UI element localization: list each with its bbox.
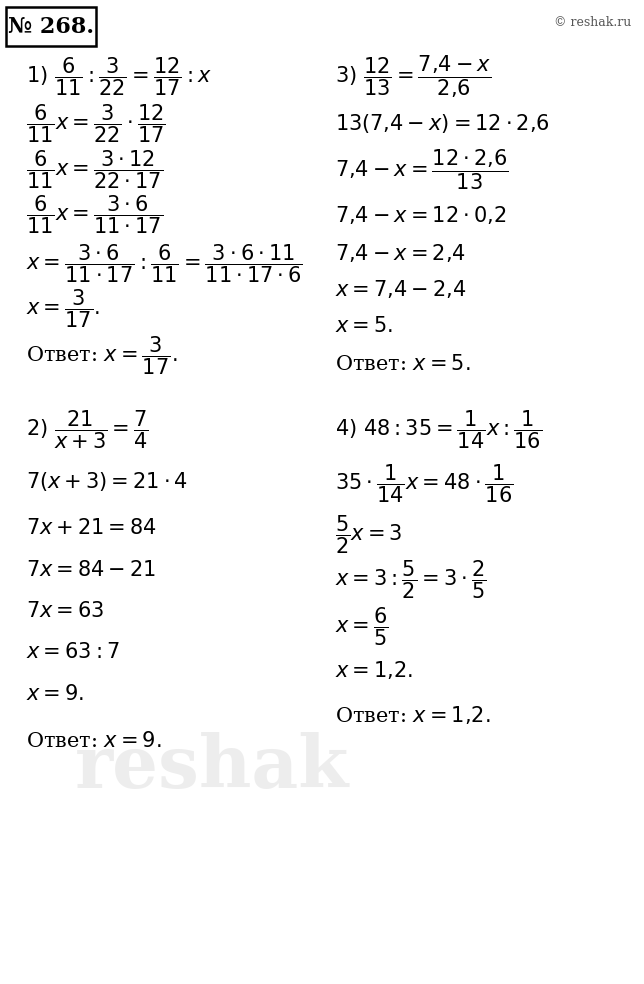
Text: 2) $\dfrac{21}{x + 3} = \dfrac{7}{4}$: 2) $\dfrac{21}{x + 3} = \dfrac{7}{4}$ [26, 408, 149, 452]
Text: $x = 7{,}4 - 2{,}4$: $x = 7{,}4 - 2{,}4$ [335, 278, 466, 300]
Text: $x = 9.$: $x = 9.$ [26, 684, 84, 704]
Text: Ответ: $x = \dfrac{3}{17}.$: Ответ: $x = \dfrac{3}{17}.$ [26, 335, 177, 378]
Text: $7x = 63$: $7x = 63$ [26, 601, 104, 621]
Text: $x = \dfrac{6}{5}$: $x = \dfrac{6}{5}$ [335, 605, 389, 648]
Text: © reshak.ru: © reshak.ru [554, 16, 631, 30]
FancyBboxPatch shape [6, 7, 96, 46]
Text: $7(x + 3) = 21 \cdot 4$: $7(x + 3) = 21 \cdot 4$ [26, 469, 187, 493]
Text: $35 \cdot \dfrac{1}{14}x = 48 \cdot \dfrac{1}{16}$: $35 \cdot \dfrac{1}{14}x = 48 \cdot \dfr… [335, 462, 513, 506]
Text: 4) $48 : 35 = \dfrac{1}{14}x : \dfrac{1}{16}$: 4) $48 : 35 = \dfrac{1}{14}x : \dfrac{1}… [335, 408, 542, 452]
Text: $x = 63 : 7$: $x = 63 : 7$ [26, 643, 120, 662]
Text: $7{,}4 - x = 12 \cdot 0{,}2$: $7{,}4 - x = 12 \cdot 0{,}2$ [335, 204, 506, 225]
Text: № 268.: № 268. [8, 16, 94, 37]
Text: Ответ: $x = 1{,}2.$: Ответ: $x = 1{,}2.$ [335, 705, 491, 726]
Text: $x = 5.$: $x = 5.$ [335, 316, 393, 336]
Text: $\dfrac{6}{11}x = \dfrac{3 \cdot 6}{11 \cdot 17}$: $\dfrac{6}{11}x = \dfrac{3 \cdot 6}{11 \… [26, 193, 163, 236]
Text: reshak: reshak [75, 732, 350, 803]
Text: $7x + 21 = 84$: $7x + 21 = 84$ [26, 519, 156, 538]
Text: $x = 1{,}2.$: $x = 1{,}2.$ [335, 659, 413, 681]
Text: $x = 3 : \dfrac{5}{2} = 3 \cdot \dfrac{2}{5}$: $x = 3 : \dfrac{5}{2} = 3 \cdot \dfrac{2… [335, 558, 487, 601]
Text: $\dfrac{6}{11}x = \dfrac{3}{22} \cdot \dfrac{12}{17}$: $\dfrac{6}{11}x = \dfrac{3}{22} \cdot \d… [26, 102, 166, 146]
Text: 3) $\dfrac{12}{13} = \dfrac{7{,}4 - x}{2{,}6}$: 3) $\dfrac{12}{13} = \dfrac{7{,}4 - x}{2… [335, 53, 491, 100]
Text: $x = \dfrac{3}{17}.$: $x = \dfrac{3}{17}.$ [26, 287, 100, 331]
Text: $7x = 84 - 21$: $7x = 84 - 21$ [26, 560, 156, 580]
Text: Ответ: $x = 5.$: Ответ: $x = 5.$ [335, 354, 471, 374]
Text: $13(7{,}4 - x) = 12 \cdot 2{,}6$: $13(7{,}4 - x) = 12 \cdot 2{,}6$ [335, 112, 550, 136]
Text: Ответ: $x = 9.$: Ответ: $x = 9.$ [26, 731, 162, 751]
Text: $x = \dfrac{3 \cdot 6}{11 \cdot 17} : \dfrac{6}{11} = \dfrac{3 \cdot 6 \cdot 11}: $x = \dfrac{3 \cdot 6}{11 \cdot 17} : \d… [26, 242, 303, 285]
Text: $\dfrac{6}{11}x = \dfrac{3 \cdot 12}{22 \cdot 17}$: $\dfrac{6}{11}x = \dfrac{3 \cdot 12}{22 … [26, 148, 163, 191]
Text: $7{,}4 - x = 2{,}4$: $7{,}4 - x = 2{,}4$ [335, 242, 466, 264]
Text: $\dfrac{5}{2}x = 3$: $\dfrac{5}{2}x = 3$ [335, 513, 402, 556]
Text: $7{,}4 - x = \dfrac{12 \cdot 2{,}6}{13}$: $7{,}4 - x = \dfrac{12 \cdot 2{,}6}{13}$ [335, 147, 508, 192]
Text: 1) $\dfrac{6}{11} : \dfrac{3}{22} = \dfrac{12}{17} : x$: 1) $\dfrac{6}{11} : \dfrac{3}{22} = \dfr… [26, 55, 212, 98]
